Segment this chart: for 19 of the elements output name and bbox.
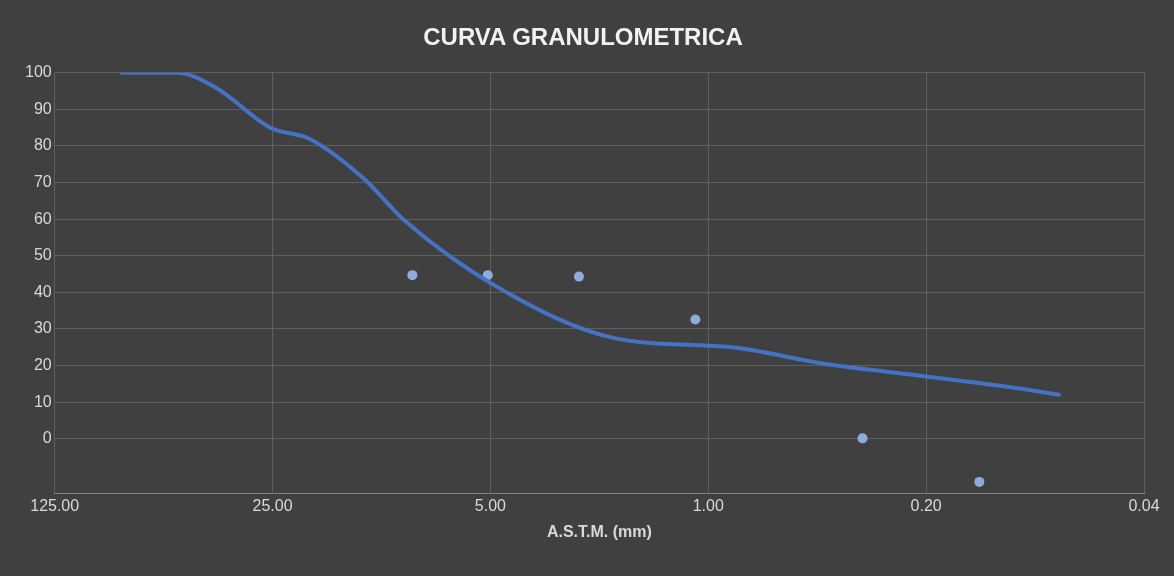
chart-title: CURVA GRANULOMETRICA (423, 23, 743, 51)
y-tick-label: 90 (33, 99, 52, 117)
y-tick-label: 30 (33, 319, 52, 337)
y-tick-label: 80 (33, 136, 52, 154)
y-tick-label: 100 (24, 63, 52, 81)
y-tick-label: 20 (33, 355, 52, 373)
y-tick-label: 10 (33, 392, 52, 410)
x-tick-label: 25.00 (252, 496, 293, 514)
x-tick-label: 5.00 (474, 496, 507, 514)
y-tick-label: 40 (33, 282, 52, 300)
x-tick-label: 1.00 (692, 496, 724, 514)
y-tick-label: 60 (33, 209, 52, 227)
x-tick-label: 0.20 (910, 496, 942, 514)
y-tick-label: 70 (33, 172, 52, 190)
x-tick-label: 125.00 (30, 496, 80, 514)
y-tick-label: 0 (42, 429, 52, 447)
x-axis-title: A.S.T.M. (mm) (546, 522, 652, 540)
y-tick-label: 50 (33, 246, 52, 264)
x-tick-label: 0.04 (1128, 496, 1160, 514)
